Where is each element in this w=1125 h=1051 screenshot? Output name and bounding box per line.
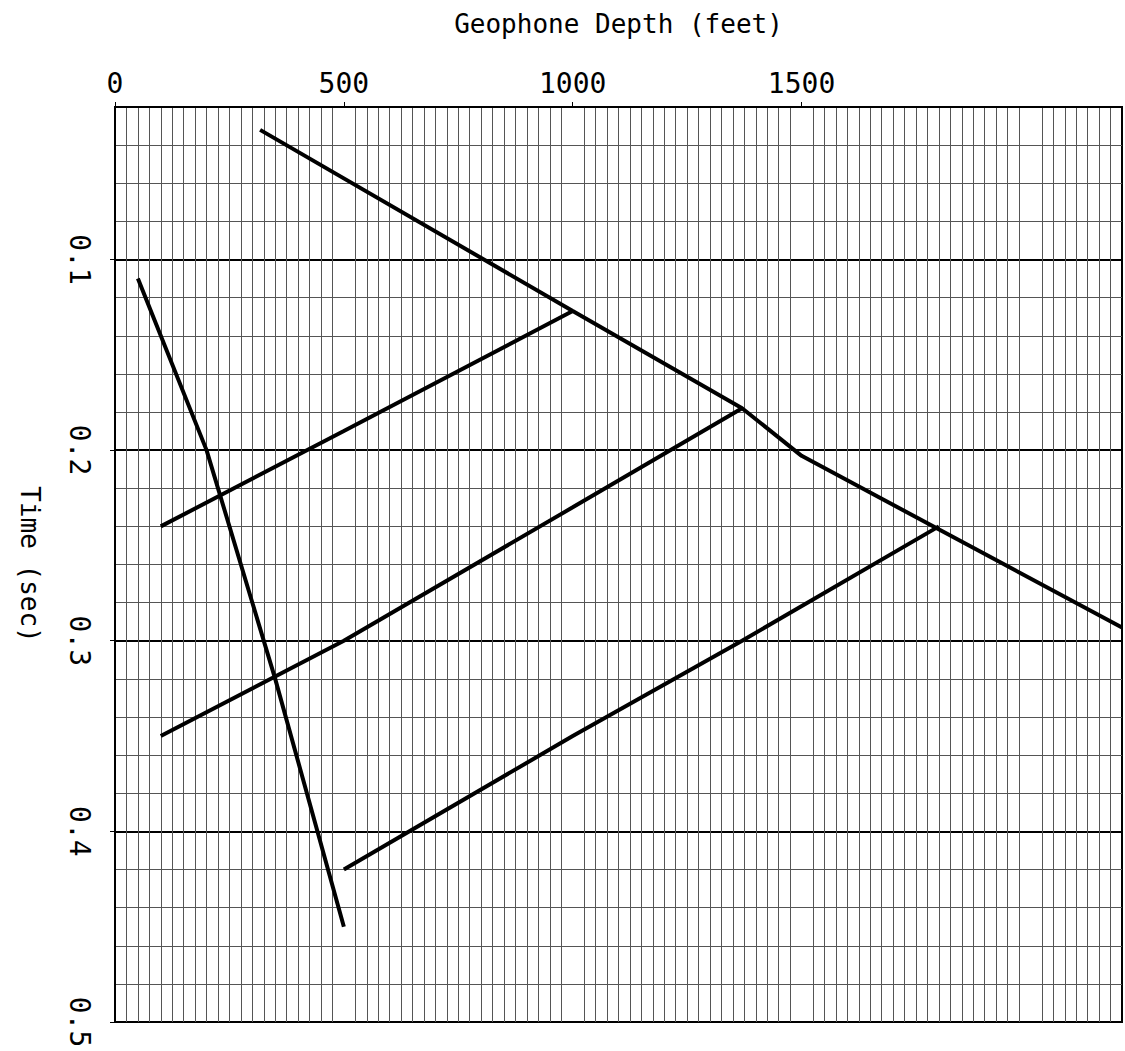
svg-text:0.1: 0.1 [63, 234, 96, 285]
svg-text:500: 500 [319, 67, 370, 100]
svg-text:1000: 1000 [539, 67, 606, 100]
svg-text:0.3: 0.3 [63, 615, 96, 666]
svg-text:Time (sec): Time (sec) [15, 486, 45, 643]
svg-text:Geophone Depth (feet): Geophone Depth (feet) [454, 9, 783, 39]
svg-text:0: 0 [107, 67, 124, 100]
svg-text:1500: 1500 [768, 67, 835, 100]
svg-text:0.2: 0.2 [63, 425, 96, 476]
svg-text:0.4: 0.4 [63, 806, 96, 857]
svg-text:0.5: 0.5 [63, 997, 96, 1048]
